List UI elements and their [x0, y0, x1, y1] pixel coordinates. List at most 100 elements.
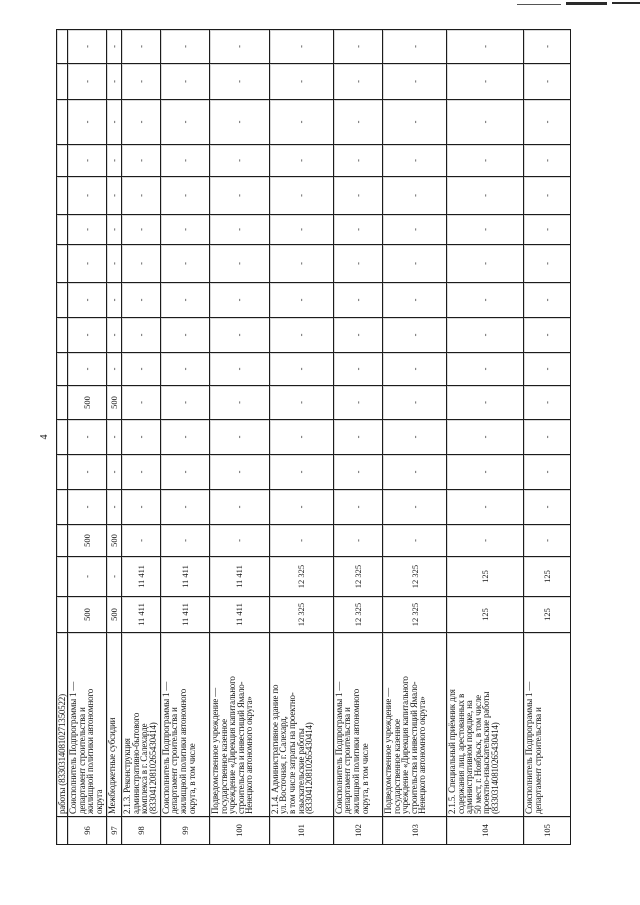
value-cell: 500 — [106, 385, 122, 420]
value-cell: - — [382, 99, 447, 145]
value-cell: - — [160, 454, 210, 490]
value-cell: - — [160, 317, 210, 353]
row-name-cell: Соисполнитель Подпрограммы 1 — департаме… — [67, 632, 107, 817]
value-cell: - — [160, 244, 210, 283]
value-cell: - — [121, 385, 161, 420]
value-cell: - — [523, 282, 571, 318]
value-cell: - — [121, 63, 161, 100]
value-cell: - — [209, 524, 270, 557]
row-number-cell — [56, 816, 68, 845]
value-cell: - — [446, 214, 524, 245]
value-cell: - — [121, 29, 161, 64]
value-cell: - — [269, 176, 334, 215]
table-row: работы (83303140810271350522) — [56, 29, 68, 845]
value-cell: - — [106, 63, 122, 100]
value-cell: - — [523, 352, 571, 386]
value-cell: 11 411 — [121, 596, 161, 633]
value-cell: - — [446, 489, 524, 525]
value-cell: - — [333, 144, 383, 177]
value-cell: - — [67, 144, 107, 177]
value-cell: - — [121, 176, 161, 215]
value-cell: 11 411 — [121, 556, 161, 597]
table-row: 104 2.1.5. Специальный приёмник для содер… — [446, 29, 524, 845]
value-cell — [56, 556, 68, 597]
value-cell: - — [269, 385, 334, 420]
page-number: 4 — [39, 434, 50, 440]
table-row: 103 Подведомственное учреждение — государ… — [382, 29, 447, 845]
table-row: 97 Межбюджетные субсидии 500-500- - -500- - - -… — [106, 29, 122, 845]
value-cell: - — [67, 317, 107, 353]
value-cell: - — [446, 144, 524, 177]
value-cell: - — [269, 419, 334, 455]
value-cell: - — [67, 489, 107, 525]
value-cell: - — [121, 144, 161, 177]
row-name-cell: Соисполнитель Подпрограммы 1 — департаме… — [523, 632, 571, 817]
value-cell: - — [446, 99, 524, 145]
table-row: 105 Соисполнитель Подпрограммы 1 — департ… — [523, 29, 571, 845]
value-cell: - — [269, 317, 334, 353]
value-cell: - — [333, 63, 383, 100]
value-cell: - — [160, 282, 210, 318]
value-cell: - — [209, 244, 270, 283]
value-cell: - — [67, 244, 107, 283]
value-cell: - — [269, 244, 334, 283]
value-cell: - — [209, 282, 270, 318]
value-cell: 11 411 — [160, 596, 210, 633]
value-cell: - — [382, 317, 447, 353]
value-cell: - — [269, 214, 334, 245]
row-name-cell: 2.1.4. Административное здание по ул. Во… — [269, 632, 334, 817]
value-cell: - — [333, 489, 383, 525]
value-cell: - — [382, 419, 447, 455]
row-number-cell: 101 — [269, 816, 334, 845]
row-name-cell: Соисполнитель Подпрограммы 1 — департаме… — [333, 632, 383, 817]
value-cell: 500 — [106, 524, 122, 557]
value-cell: - — [160, 385, 210, 420]
value-cell: - — [333, 524, 383, 557]
value-cell: - — [333, 317, 383, 353]
value-cell: - — [382, 244, 447, 283]
value-cell: - — [446, 29, 524, 64]
value-cell: 500 — [106, 596, 122, 633]
row-name-cell: Подведомственное учреждение — государств… — [209, 632, 270, 817]
value-cell: 500 — [67, 596, 107, 633]
value-cell: - — [523, 385, 571, 420]
value-cell: - — [523, 99, 571, 145]
value-cell: - — [333, 419, 383, 455]
value-cell: - — [269, 282, 334, 318]
table-row: 98 2.1.3. Реконструкция административно-б… — [121, 29, 161, 845]
value-cell: 125 — [446, 556, 524, 597]
value-cell: - — [446, 352, 524, 386]
value-cell: 11 411 — [209, 596, 270, 633]
table-row: 99 Соисполнитель Подпрограммы 1 — департа… — [160, 29, 210, 845]
value-cell: - — [333, 214, 383, 245]
value-cell: - — [209, 489, 270, 525]
value-cell: - — [446, 317, 524, 353]
value-cell: - — [523, 29, 571, 64]
value-cell: - — [121, 214, 161, 245]
row-number-cell: 103 — [382, 816, 447, 845]
budget-table: работы (83303140810271350522) 96 Соисполни… — [56, 29, 571, 845]
value-cell: - — [382, 489, 447, 525]
value-cell: - — [121, 524, 161, 557]
value-cell: - — [523, 144, 571, 177]
value-cell: - — [523, 454, 571, 490]
value-cell: - — [523, 176, 571, 215]
value-cell: - — [209, 144, 270, 177]
value-cell: - — [160, 63, 210, 100]
value-cell: - — [106, 489, 122, 525]
value-cell: - — [160, 524, 210, 557]
row-number-cell: 102 — [333, 816, 383, 845]
value-cell: - — [333, 176, 383, 215]
value-cell: - — [160, 176, 210, 215]
table-body: работы (83303140810271350522) 96 Соисполни… — [56, 29, 571, 845]
value-cell — [56, 454, 68, 490]
value-cell: - — [209, 454, 270, 490]
value-cell — [56, 282, 68, 318]
value-cell: - — [382, 282, 447, 318]
value-cell: - — [67, 282, 107, 318]
value-cell: 12 325 — [333, 596, 383, 633]
value-cell — [56, 214, 68, 245]
value-cell: 11 411 — [160, 556, 210, 597]
value-cell: - — [106, 99, 122, 145]
value-cell: - — [121, 244, 161, 283]
